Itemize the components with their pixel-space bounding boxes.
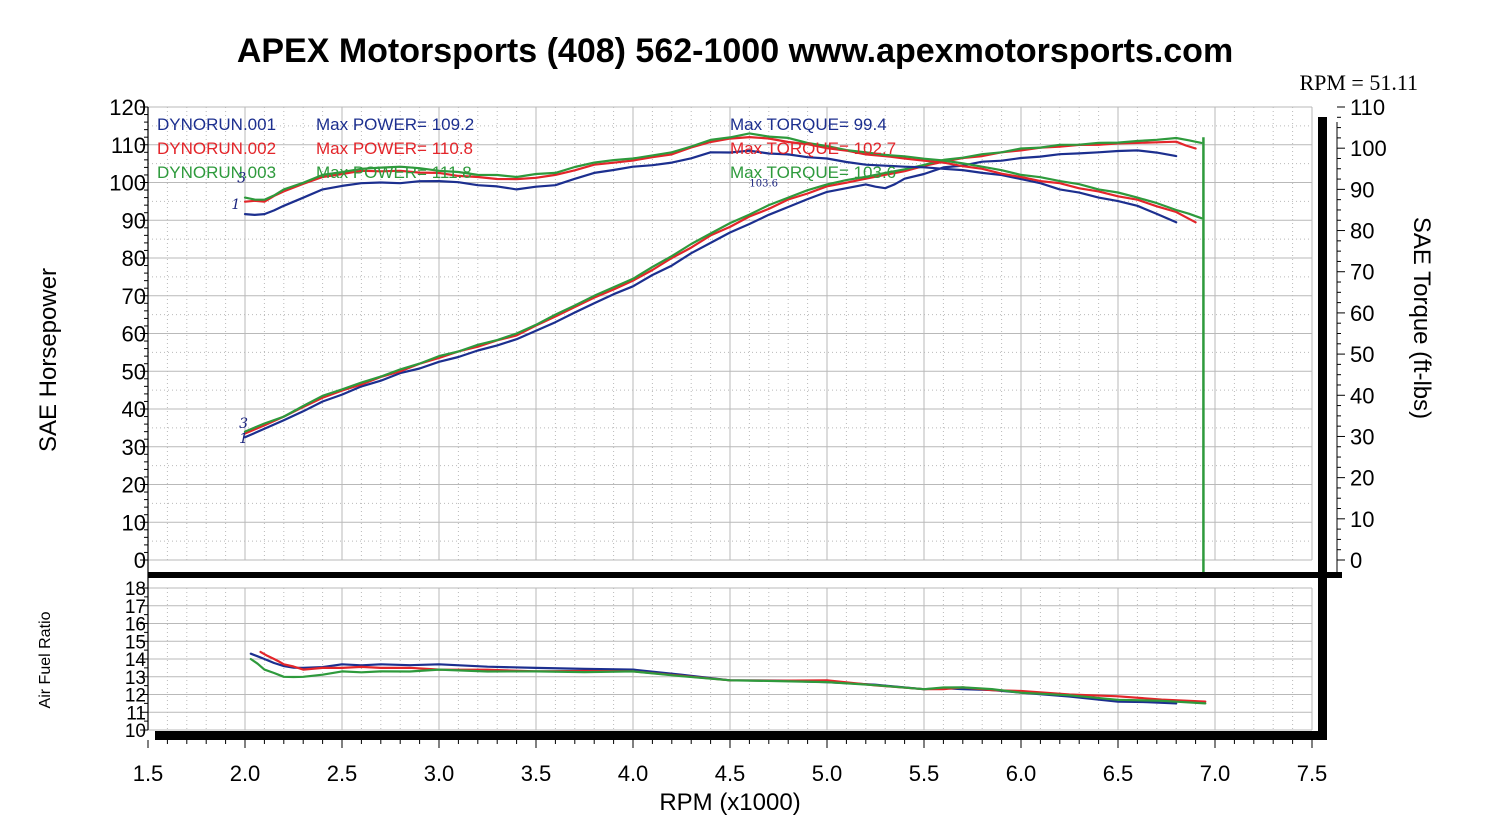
afr-tick-label: 11 [126,703,146,724]
afr-tick-label: 18 [125,579,146,600]
hp-tick-label: 110 [111,133,146,158]
hp-tick-label: 50 [122,359,146,384]
hp-tick-label: 80 [122,246,146,271]
x-tick-label: 5.5 [909,761,940,786]
torque-tick-label: 20 [1350,466,1374,491]
hp-tick-label: 70 [122,284,146,309]
legend: DYNORUN.001 Max POWER= 109.2 Max TORQUE= 9… [157,115,896,182]
torque-tick-label: 60 [1350,301,1374,326]
legend-max-torque: Max TORQUE= 99.4 [730,115,887,134]
hp-tick-label: 120 [109,95,146,120]
hp-tick-label: 20 [122,473,146,498]
torque-tick-label: 80 [1350,219,1374,244]
series-dynorun-003-afr [249,657,1207,705]
x-tick-label: 4.0 [618,761,649,786]
legend-max-torque: Max TORQUE= 103.6 [730,163,896,182]
hp-tick-label: 90 [122,208,146,233]
legend-max-power: Max POWER= 109.2 [316,115,474,134]
tick-labels: 0102030405060708090100110120010203040506… [109,95,1386,786]
hp-tick-label: 40 [122,397,146,422]
x-tick-label: 7.5 [1297,761,1328,786]
panel-divider-bar [148,572,1342,578]
legend-run-name: DYNORUN.002 [157,139,276,158]
handwritten-note: 1 [231,197,240,213]
torque-tick-label: 0 [1350,548,1362,573]
torque-tick-label: 90 [1350,177,1374,202]
torque-tick-label: 10 [1350,507,1374,532]
curves [243,132,1207,705]
x-tick-label: 6.5 [1103,761,1134,786]
afr-tick-label: 12 [125,686,146,707]
y-axis-label-horsepower: SAE Horsepower [35,268,62,452]
series-dynorun-001-power [243,149,1178,439]
bottom-frame-bar [155,731,1327,740]
legend-max-torque: Max TORQUE= 102.7 [730,139,896,158]
afr-tick-label: 10 [125,721,146,742]
x-tick-label: 4.5 [715,761,746,786]
x-tick-label: 2.0 [230,761,261,786]
torque-tick-label: 50 [1350,342,1374,367]
series-dynorun-002-torque [243,136,1197,224]
series-dynorun-001-torque [243,149,1178,224]
hp-tick-label: 60 [122,322,146,347]
x-tick-label: 7.0 [1200,761,1231,786]
y-axis-label-afr: Air Fuel Ratio [37,611,54,708]
x-axis-label: RPM (x1000) [659,789,800,816]
series-dynorun-002-power [243,140,1197,435]
series-dynorun-003-torque [243,132,1203,220]
hp-tick-label: 100 [109,171,146,196]
afr-tick-label: 13 [125,668,146,689]
chart-title: APEX Motorsports (408) 562-1000 www.apex… [237,32,1233,70]
x-tick-label: 3.0 [424,761,455,786]
hp-tick-label: 10 [122,510,146,535]
rpm-factor-label: RPM = 51.11 [1299,70,1418,95]
legend-max-power: Max POWER= 111.8 [316,163,472,182]
afr-tick-label: 17 [125,597,146,618]
handwritten-note: 3 [237,171,246,187]
afr-tick-label: 16 [125,615,146,636]
x-tick-label: 6.0 [1006,761,1037,786]
afr-tick-label: 15 [125,632,146,653]
series-dynorun-003-power [243,136,1203,433]
y-axis-label-torque: SAE Torque (ft-lbs) [1408,217,1435,419]
x-tick-label: 2.5 [327,761,358,786]
torque-tick-label: 40 [1350,383,1374,408]
x-tick-label: 5.0 [812,761,843,786]
x-tick-label: 1.5 [133,761,164,786]
torque-tick-label: 30 [1350,424,1374,449]
handwritten-note: 1 [239,431,248,447]
legend-run-name: DYNORUN.003 [157,163,276,182]
torque-tick-label: 110 [1350,95,1385,120]
torque-tick-label: 100 [1350,136,1387,161]
legend-max-power: Max POWER= 110.8 [316,139,473,158]
torque-tick-label: 70 [1350,260,1374,285]
chart-frame [140,106,1345,748]
right-frame-bar [1318,117,1327,734]
hp-tick-label: 0 [134,548,146,573]
x-tick-label: 3.5 [521,761,552,786]
afr-tick-label: 14 [125,650,147,671]
handwritten-note: 103.6 [749,178,778,189]
legend-run-name: DYNORUN.001 [157,115,276,134]
hp-tick-label: 30 [122,435,146,460]
handwritten-note: 3 [239,416,248,432]
